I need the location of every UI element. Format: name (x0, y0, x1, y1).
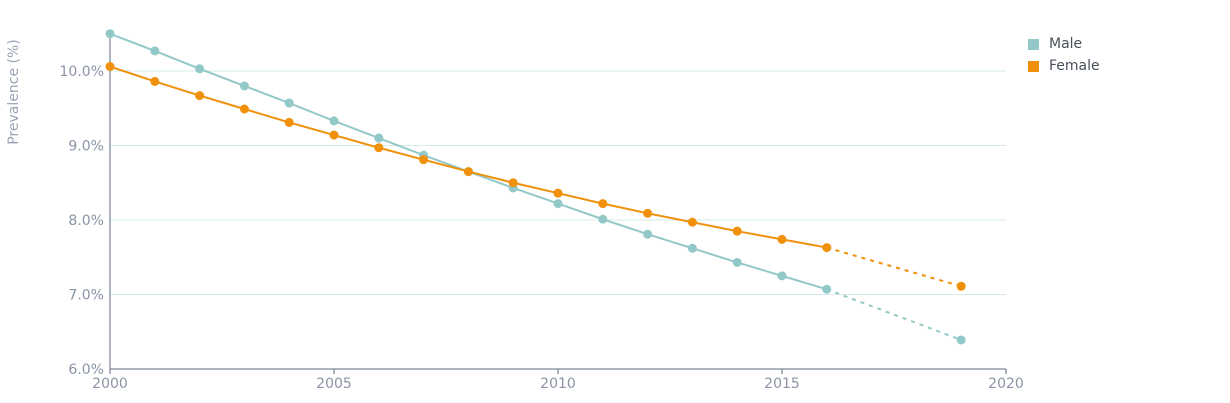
data-point (150, 46, 160, 56)
legend: Male Female (1028, 33, 1100, 77)
data-point (598, 214, 608, 224)
data-point (463, 167, 473, 177)
data-point (777, 271, 787, 281)
series-line-male (109, 32, 828, 291)
data-point (777, 234, 787, 244)
data-point (329, 130, 339, 140)
y-axis-label: Prevalence (%) (6, 39, 22, 145)
data-point (732, 257, 742, 267)
data-point (239, 81, 249, 91)
data-point (643, 229, 653, 239)
y-tick-label: 10.0% (60, 64, 104, 80)
legend-label-male: Male (1049, 36, 1083, 52)
series-male (105, 29, 966, 345)
data-point (284, 98, 294, 108)
legend-swatch-male (1028, 38, 1039, 50)
data-point (195, 91, 205, 101)
data-point (195, 64, 205, 74)
x-tick-label: 2020 (988, 376, 1024, 392)
x-tick-label: 2000 (92, 376, 128, 392)
series-group (105, 29, 966, 345)
x-tick-label: 2015 (764, 376, 800, 392)
series-projection-female (826, 246, 962, 288)
data-point (598, 199, 608, 209)
y-tick-label: 6.0% (68, 362, 104, 378)
data-point-projection (956, 335, 966, 345)
legend-label-female: Female (1049, 58, 1100, 74)
data-point (284, 117, 294, 127)
gridlines (110, 70, 1006, 295)
data-point (105, 29, 115, 39)
data-point (374, 133, 384, 143)
data-point (553, 188, 563, 198)
data-point (687, 217, 697, 227)
x-tick-label: 2010 (540, 376, 576, 392)
data-point (553, 199, 563, 209)
data-point (105, 62, 115, 72)
y-tick-labels: 6.0% 7.0% 8.0% 9.0% 10.0% (60, 64, 104, 378)
data-point (239, 104, 249, 114)
series-female (105, 62, 966, 291)
x-tick-labels: 2000 2005 2010 2015 2020 (92, 369, 1024, 392)
data-point (822, 243, 832, 253)
data-point (374, 143, 384, 153)
legend-item-female[interactable]: Female (1028, 55, 1100, 77)
data-point (329, 116, 339, 126)
legend-item-male[interactable]: Male (1028, 33, 1100, 55)
data-point-projection (956, 281, 966, 291)
data-point (822, 284, 832, 294)
data-point (419, 155, 429, 165)
y-tick-label: 7.0% (68, 288, 104, 304)
x-tick-label: 2005 (316, 376, 352, 392)
series-projection-male (826, 288, 962, 341)
y-tick-label: 9.0% (68, 139, 104, 155)
data-point (508, 178, 518, 188)
y-tick-label: 8.0% (68, 213, 104, 229)
data-point (643, 208, 653, 218)
data-point (687, 243, 697, 253)
data-point (150, 76, 160, 86)
data-point (732, 226, 742, 236)
legend-swatch-female (1028, 60, 1039, 72)
